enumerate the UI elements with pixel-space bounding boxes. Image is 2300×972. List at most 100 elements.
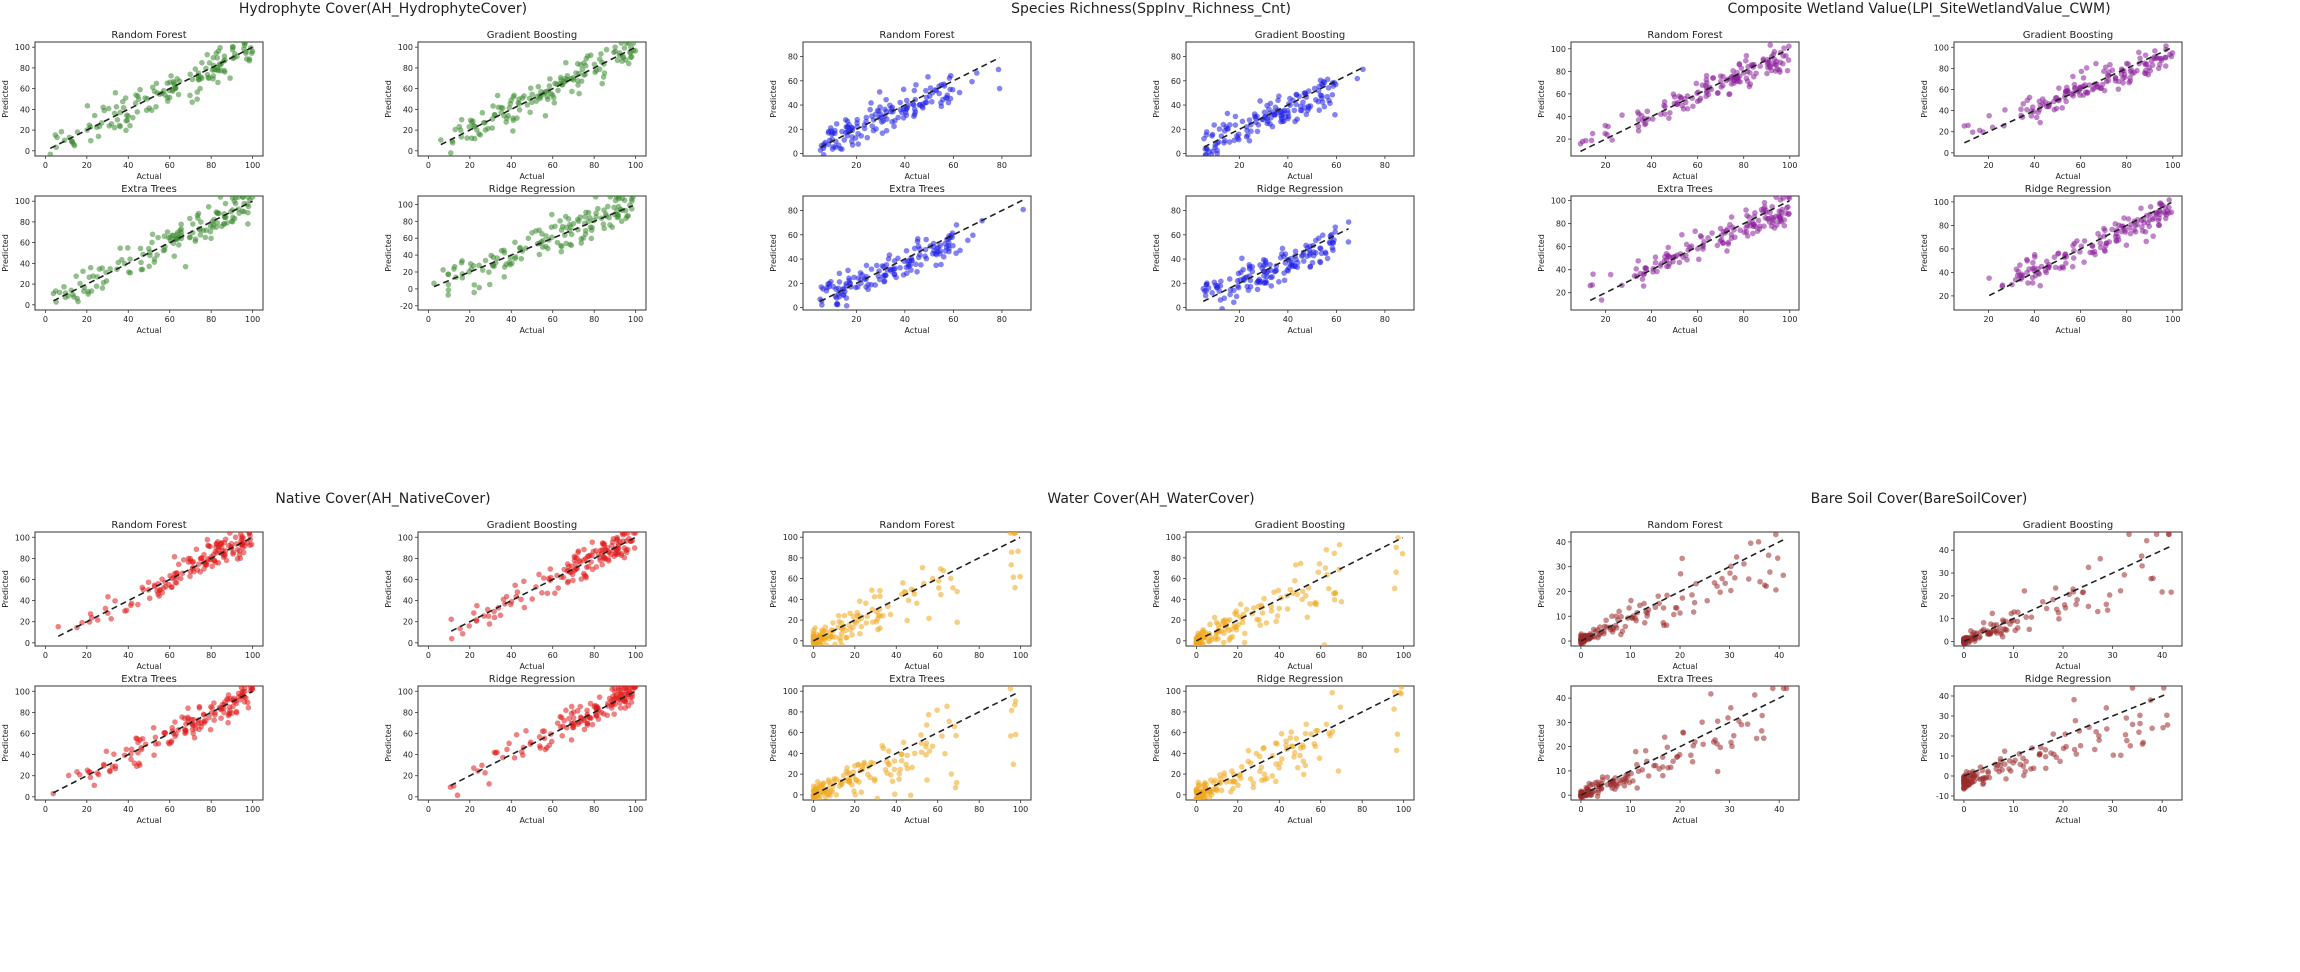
data-point [1335, 768, 1342, 774]
data-point [1590, 271, 1596, 277]
data-point [609, 686, 615, 692]
data-point [583, 574, 589, 581]
data-point [2015, 268, 2022, 275]
data-point [1241, 639, 1248, 646]
data-point [1209, 132, 1215, 139]
data-point [107, 265, 114, 272]
data-point [1616, 608, 1622, 615]
data-point [2157, 55, 2163, 62]
data-point [1238, 764, 1245, 770]
data-point [2093, 60, 2099, 67]
data-point [153, 103, 159, 110]
data-point [568, 737, 575, 743]
data-point [2039, 598, 2046, 605]
data-point [820, 780, 827, 786]
points-layer [1961, 686, 2171, 792]
data-point [569, 88, 575, 95]
data-point [588, 559, 594, 565]
y-tick-label: 40 [1171, 101, 1181, 110]
data-point [2021, 588, 2028, 594]
data-point [1638, 113, 1645, 119]
data-point [828, 787, 834, 794]
data-point [593, 564, 600, 570]
data-point [139, 735, 146, 742]
data-point [1324, 76, 1331, 83]
x-tick-label: 80 [589, 651, 599, 660]
data-point [1257, 262, 1263, 268]
data-point [2020, 772, 2027, 779]
data-point [1694, 98, 1701, 105]
data-point [915, 243, 922, 250]
data-point [1299, 252, 1306, 258]
data-point [911, 113, 917, 120]
data-point [820, 151, 827, 156]
data-point [207, 726, 214, 733]
data-point [923, 236, 929, 243]
data-point [182, 729, 189, 736]
data-point [171, 570, 178, 577]
data-point [2057, 758, 2063, 765]
y-tick-label: 100 [1166, 687, 1181, 696]
data-point [1268, 603, 1275, 610]
data-point [581, 726, 588, 733]
subplot-title: Ridge Regression [489, 184, 575, 195]
data-point [2129, 721, 2136, 728]
y-tick-label: 60 [1939, 86, 1949, 95]
data-point [225, 719, 231, 726]
data-point [498, 247, 505, 254]
data-point [173, 731, 179, 737]
data-point [1760, 206, 1767, 212]
x-tick-label: 40 [2157, 651, 2167, 660]
data-point [529, 99, 535, 106]
x-tick-label: 100 [628, 651, 643, 660]
data-point [922, 246, 929, 253]
data-point [1666, 115, 1672, 121]
data-point [1604, 781, 1611, 788]
data-point [227, 75, 233, 81]
subplot-title: Extra Trees [121, 184, 177, 195]
reference-line [820, 56, 1000, 148]
data-point [2141, 60, 2148, 66]
data-point [2121, 215, 2127, 221]
data-point [90, 273, 96, 279]
y-tick-label: 20 [1171, 279, 1181, 288]
x-tick-label: 0 [1194, 805, 1199, 814]
data-point [1641, 600, 1647, 607]
data-point [2077, 742, 2084, 749]
data-point [1704, 597, 1710, 604]
data-point [953, 732, 959, 739]
reference-line [1580, 48, 1790, 153]
data-point [1307, 264, 1314, 270]
data-point [1619, 628, 1626, 634]
data-point [626, 686, 633, 690]
y-axis-label: Predicted [1, 570, 10, 608]
data-point [164, 229, 171, 235]
data-point [1676, 259, 1683, 266]
data-point [174, 75, 180, 82]
subplot-title: Extra Trees [889, 674, 945, 685]
x-tick-label: 100 [2165, 161, 2180, 170]
data-point [615, 203, 622, 210]
x-tick-label: 0 [1961, 805, 1966, 814]
data-point [891, 766, 898, 773]
y-axis-label: Predicted [1152, 724, 1161, 762]
data-point [440, 267, 446, 273]
data-point [1684, 93, 1691, 99]
data-point [547, 76, 553, 82]
data-point [153, 80, 160, 87]
data-point [247, 686, 254, 690]
data-point [844, 765, 850, 771]
data-point [1289, 590, 1296, 597]
data-point [830, 620, 836, 626]
data-point [909, 257, 915, 264]
y-tick-label: 60 [1171, 575, 1181, 584]
data-point [1717, 73, 1724, 79]
data-point [2109, 226, 2115, 233]
subplot-title: Extra Trees [889, 184, 945, 195]
data-point [616, 700, 623, 706]
data-point [555, 87, 561, 94]
data-point [1261, 776, 1268, 783]
data-point [146, 595, 153, 602]
y-tick-label: 20 [1556, 743, 1566, 752]
